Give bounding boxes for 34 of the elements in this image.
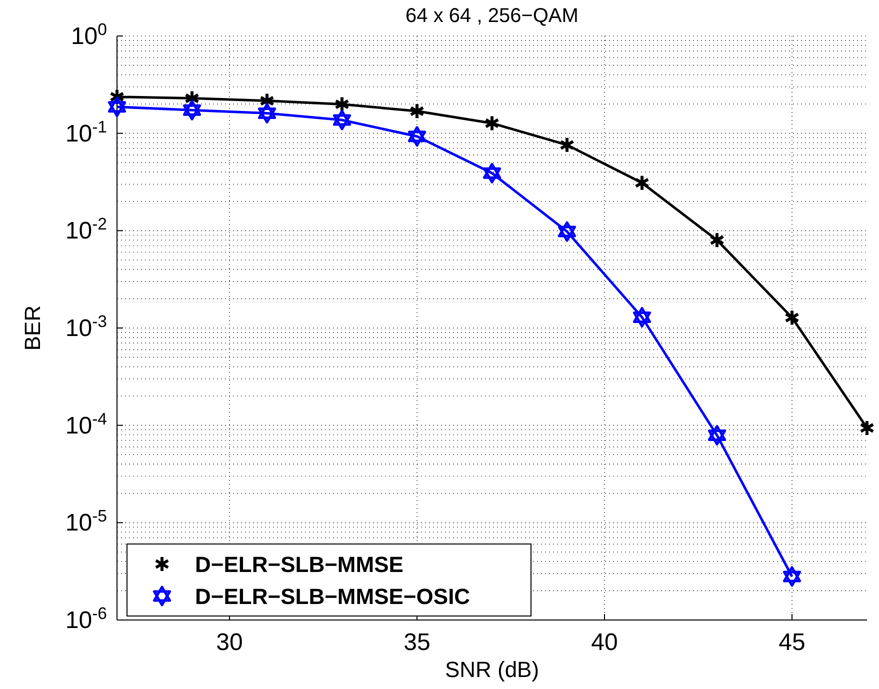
point	[408, 126, 426, 147]
y-tick-label: 10$^{-3}$	[65, 312, 107, 342]
point	[409, 102, 425, 120]
y-tick-label: 10$^{-2}$	[65, 214, 107, 245]
point	[482, 162, 502, 184]
y-tick-label: 10$^{-6}$	[65, 604, 107, 634]
chart-title: 64 x 64 , 256−QAM	[406, 5, 578, 27]
point	[484, 114, 500, 132]
point	[332, 110, 352, 130]
x-tick-label: 45	[778, 629, 806, 656]
point	[559, 136, 575, 154]
point	[709, 232, 725, 249]
y-tick-label: 10$^{-4}$	[65, 408, 107, 440]
x-tick-label: 40	[591, 629, 618, 656]
y-tick-label: 10$^{-1}$	[65, 116, 107, 148]
point	[258, 102, 276, 124]
x-tick-label: 30	[216, 629, 243, 656]
y-tick-label: 10$^{-5}$	[65, 506, 107, 537]
point	[558, 221, 576, 242]
point	[784, 309, 800, 326]
point	[708, 425, 726, 446]
point	[782, 566, 802, 587]
point	[182, 100, 202, 120]
x-axis-title: SNR (dB)	[444, 657, 540, 682]
y-tick-label: 10$^{0}$	[70, 20, 107, 50]
y-axis-title: BER	[20, 305, 45, 351]
point	[334, 96, 350, 113]
point	[634, 174, 650, 192]
legend-label: D−ELR−SLB−MMSE−OSIC	[195, 584, 470, 609]
point	[859, 419, 875, 436]
x-tick-label: 35	[404, 629, 430, 656]
point	[108, 96, 126, 118]
point	[632, 306, 652, 328]
legend-label: D−ELR−SLB−MMSE	[195, 552, 404, 577]
